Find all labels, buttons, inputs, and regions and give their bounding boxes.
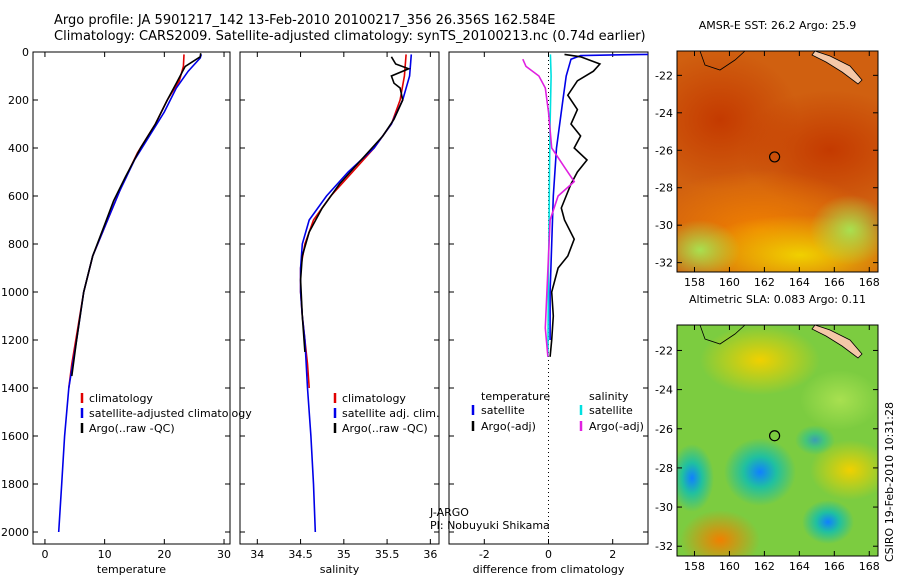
sla-map-xtick-label: 168	[859, 560, 880, 573]
salinity-xtick-label: 36	[423, 548, 437, 561]
sla-map-argo-marker	[768, 430, 781, 442]
sst-map-argo-marker	[768, 151, 781, 163]
sst-map-frame	[676, 50, 879, 273]
legend-label: temperature	[481, 390, 550, 403]
annotation-line-2: PI: Nobuyuki Shikama	[430, 519, 550, 532]
temperature-ytick-label: 1600	[1, 430, 29, 443]
salinity-series-argo-raw-qc-	[299, 56, 411, 353]
header-title: Argo profile: JA 5901217_142 13-Feb-2010…	[54, 13, 646, 45]
sst-map-xtick-label: 160	[719, 276, 740, 289]
sla-map-xtick-label: 164	[789, 560, 810, 573]
salinity-xtick-label: 35	[337, 548, 351, 561]
legend-label: climatology	[342, 392, 406, 405]
difference-series-satellite	[549, 53, 649, 340]
sla-map-ytick-label: -24	[655, 384, 673, 397]
temperature-ytick-label: 1200	[1, 334, 29, 347]
sst-map-xtick-label: 166	[824, 276, 845, 289]
temperature-ytick-label: 1000	[1, 286, 29, 299]
legend-label: Argo(-adj)	[481, 420, 536, 433]
legend-label: Argo(..raw -QC)	[342, 422, 428, 435]
sla-map-title: Altimetric SLA: 0.083 Argo: 0.11	[689, 293, 866, 306]
temperature-ytick-label: 400	[8, 142, 29, 155]
temperature-series-satellite-adjusted-climatology	[57, 54, 203, 533]
sst-map-title: AMSR-E SST: 26.2 Argo: 25.9	[699, 19, 857, 32]
temperature-ytick-label: 0	[22, 46, 29, 59]
sst-map-xtick-label: 164	[789, 276, 810, 289]
sst-map-ytick-label: -32	[655, 257, 673, 270]
salinity-series-climatology	[299, 54, 407, 389]
temperature-ytick-label: 800	[8, 238, 29, 251]
sst-map-ytick-label: -22	[655, 69, 673, 82]
sla-map-xtick-label: 162	[754, 560, 775, 573]
sla-map-frame	[676, 324, 879, 557]
legend-label: climatology	[89, 392, 153, 405]
salinity-xtick-label: 34.5	[288, 548, 313, 561]
legend-label: salinity	[589, 390, 629, 403]
temperature-ytick-label: 200	[8, 94, 29, 107]
temperature-ytick-label: 2000	[1, 526, 29, 539]
salinity-xlabel: salinity	[320, 563, 360, 576]
sst-map-ytick-label: -30	[655, 219, 673, 232]
legend-label: Argo(-adj)	[589, 420, 644, 433]
temperature-xtick-label: 10	[98, 548, 112, 561]
sla-map-ytick-label: -22	[655, 344, 673, 357]
temperature-ytick-label: 600	[8, 190, 29, 203]
difference-series-argo-adj-	[522, 58, 576, 357]
temperature-series-climatology	[68, 54, 185, 389]
temperature-frame	[32, 51, 231, 545]
sst-heatmap	[677, 51, 878, 272]
sla-map-ytick-label: -28	[655, 462, 673, 475]
sla-map-xtick-label: 160	[719, 560, 740, 573]
temperature-xtick-label: 30	[217, 548, 231, 561]
temperature-ytick-label: 1800	[1, 478, 29, 491]
sla-map-xtick-label: 166	[824, 560, 845, 573]
sst-map-ytick-label: -26	[655, 144, 673, 157]
header-line-1: Argo profile: JA 5901217_142 13-Feb-2010…	[54, 13, 556, 28]
sst-map-ytick-label: -24	[655, 107, 673, 120]
legend-label: satellite	[481, 404, 525, 417]
salinity-xtick-label: 34	[250, 548, 264, 561]
sla-map-ytick-label: -26	[655, 423, 673, 436]
salinity-series-satellite-adj-clim-	[299, 54, 413, 533]
sst-map-xtick-label: 168	[859, 276, 880, 289]
difference-xlabel: difference from climatology	[473, 563, 625, 576]
difference-xtick-label: 0	[545, 548, 552, 561]
sst-map-ytick-label: -28	[655, 182, 673, 195]
legend-label: satellite adj. clim.	[342, 407, 439, 420]
sla-map-ytick-label: -32	[655, 540, 673, 553]
temperature-xtick-label: 20	[157, 548, 171, 561]
annotation-line-1: J-ARGO	[430, 506, 469, 519]
temperature-ytick-label: 1400	[1, 382, 29, 395]
salinity-xtick-label: 35.5	[375, 548, 400, 561]
difference-series-satellite	[547, 54, 552, 357]
difference-series-argo-adj-	[549, 53, 602, 357]
legend-label: Argo(..raw -QC)	[89, 422, 175, 435]
chart-layer: 0 10 20 30020040060080010001200140016001800…	[1, 19, 896, 576]
header-line-2: Climatology: CARS2009. Satellite-adjuste…	[54, 29, 646, 44]
sla-map-xtick-label: 158	[684, 560, 705, 573]
sst-map-xtick-label: 162	[754, 276, 775, 289]
difference-xtick-label: -2	[479, 548, 490, 561]
credit-text: CSIRO 19-Feb-2010 10:31:28	[883, 402, 896, 562]
difference-xtick-label: 2	[609, 548, 616, 561]
jargo-annotation: J-ARGO PI: Nobuyuki Shikama	[430, 506, 550, 532]
salinity-frame	[239, 51, 440, 545]
temperature-xlabel: temperature	[97, 563, 166, 576]
legend-label: satellite-adjusted climatology	[89, 407, 252, 420]
temperature-xtick-label: 0	[41, 548, 48, 561]
sst-map-xtick-label: 158	[684, 276, 705, 289]
sla-heatmap	[677, 325, 878, 556]
sla-map-ytick-label: -30	[655, 501, 673, 514]
temperature-series-argo-raw-qc-	[71, 53, 202, 377]
legend-label: satellite	[589, 404, 633, 417]
